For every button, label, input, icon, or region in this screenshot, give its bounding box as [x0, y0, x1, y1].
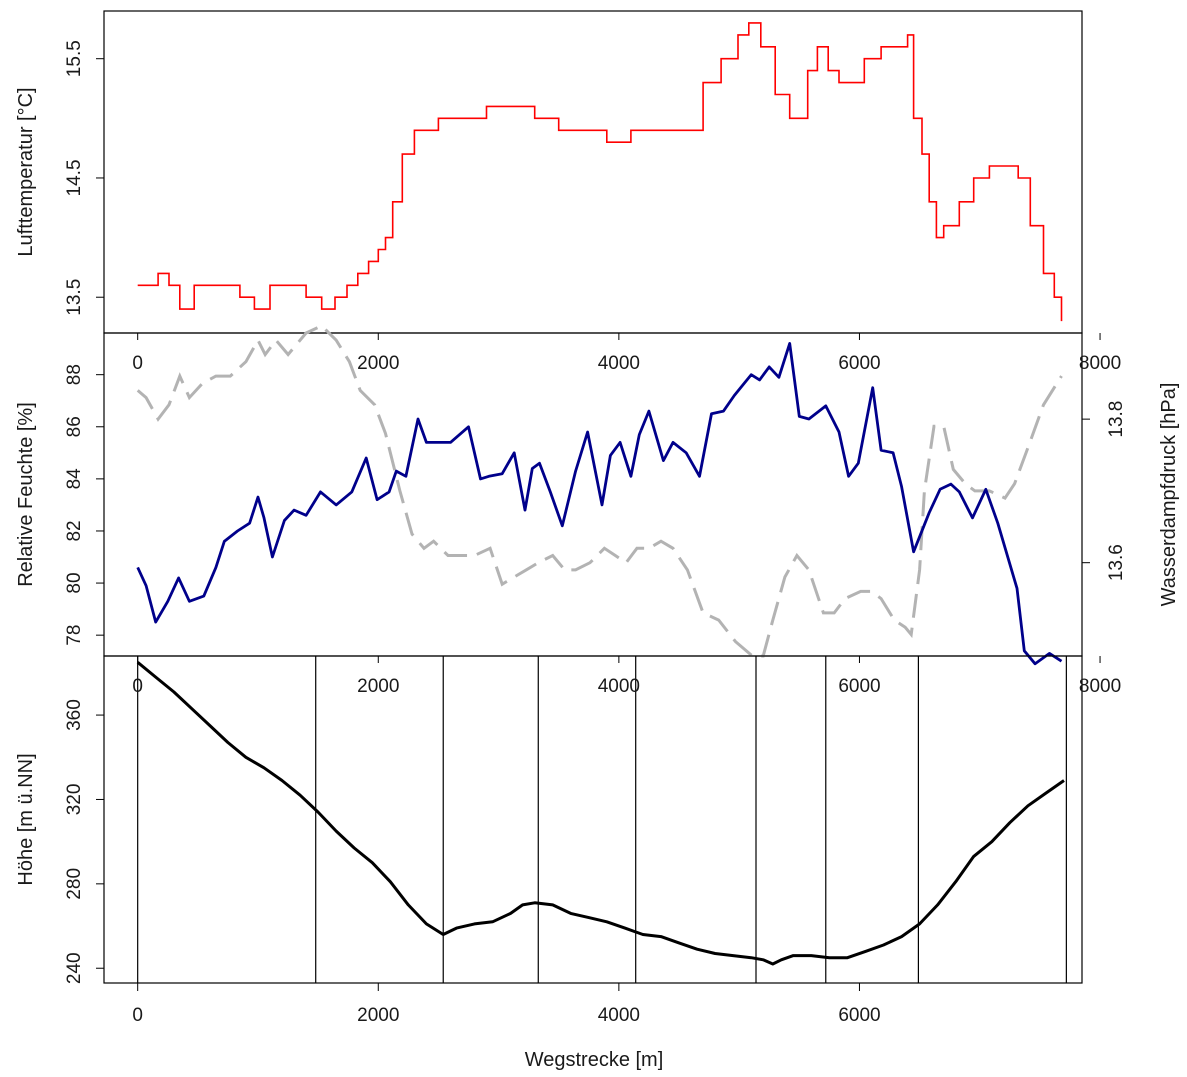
x-tick-label: 4000 [598, 353, 640, 374]
y-tick-label: 240 [64, 952, 85, 984]
y-tick-label: 88 [64, 364, 85, 385]
plot-frame [103, 10, 1083, 334]
y-right-axis-title: Wasserdampfdruck [hPa] [1158, 383, 1180, 607]
x-tick-label: 0 [132, 1005, 143, 1026]
y-tick-label: 280 [64, 868, 85, 900]
y-tick-label: 78 [64, 625, 85, 646]
y-axis-title: Lufttemperatur [°C] [15, 87, 37, 256]
x-axis-title: Wegstrecke [m] [525, 1049, 664, 1071]
y-tick-label: 360 [64, 699, 85, 731]
temperature-panel: 13.5 14.5 15.5 Lufttemperatur [°C] [15, 10, 1083, 334]
x-tick-label: 6000 [838, 676, 880, 697]
y-tick-label: 84 [64, 468, 85, 490]
x-tick-label: 6000 [838, 353, 880, 374]
y-tick-label: 320 [64, 784, 85, 816]
plot-frame [103, 655, 1083, 984]
x-tick-label: 2000 [357, 676, 399, 697]
x-tick-label: 2000 [357, 1005, 399, 1026]
y-right-tick-label: 13.6 [1106, 544, 1127, 581]
y-tick-label: 13.5 [64, 279, 85, 316]
x-tick-label: 8000 [1079, 353, 1121, 374]
y-tick-label: 86 [64, 416, 85, 437]
y-tick-label: 15.5 [64, 40, 85, 77]
x-tick-label: 2000 [357, 353, 399, 374]
y-right-tick-label: 13.8 [1106, 401, 1127, 438]
x-tick-label: 0 [132, 353, 143, 374]
y-axis-title: Relative Feuchte [%] [15, 402, 37, 587]
x-tick-label: 4000 [598, 1005, 640, 1026]
plot-frame [103, 332, 1083, 657]
x-tick-label: 8000 [1079, 676, 1121, 697]
x-tick-label: 0 [132, 676, 143, 697]
humidity-line [136, 342, 1063, 666]
y-tick-label: 14.5 [64, 159, 85, 196]
temperature-line [137, 22, 1063, 322]
vapor-pressure-line [136, 324, 1063, 658]
x-tick-label: 6000 [838, 1005, 880, 1026]
x-tick-label: 4000 [598, 676, 640, 697]
elevation-line [136, 661, 1065, 966]
humidity-panel: 78 80 82 84 86 88 Relative Feuchte [%] 0 2000 400… [15, 324, 1180, 666]
y-tick-label: 82 [64, 520, 85, 541]
y-tick-label: 80 [64, 572, 85, 593]
elevation-panel: 240 280 320 360 Höhe [m ü.NN] 0 2000 4000 6000 80… [15, 655, 1121, 1026]
y-axis-title: Höhe [m ü.NN] [15, 753, 37, 885]
